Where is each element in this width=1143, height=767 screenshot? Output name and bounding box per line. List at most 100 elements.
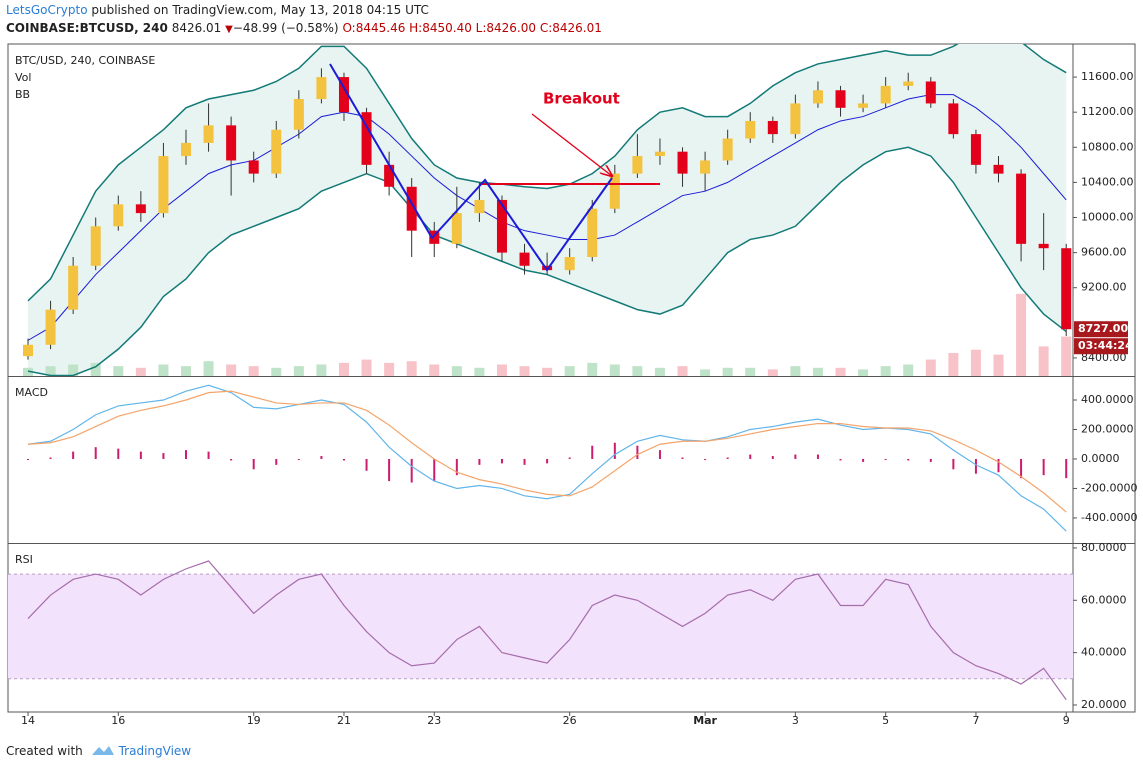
bb-upper <box>27 44 1067 302</box>
y-tick-label: -200.0000 <box>1081 481 1137 494</box>
x-tick-label: 21 <box>337 714 351 727</box>
frame <box>7 43 1136 713</box>
candle-body <box>542 265 553 271</box>
x-tick-label: 16 <box>111 714 125 727</box>
candle-body <box>248 160 259 174</box>
candle-body <box>677 151 688 174</box>
candle-body <box>361 112 372 165</box>
pane-1 <box>27 384 1068 532</box>
macd-histogram-bar <box>771 456 774 459</box>
candle-body <box>384 164 395 187</box>
y-tick-label: 10800.00 <box>1081 140 1134 153</box>
author[interactable]: LetsGoCrypto <box>6 3 88 17</box>
x-tick-label: 7 <box>972 714 979 727</box>
pane-0 <box>23 44 1072 376</box>
volume-bar <box>993 354 1004 376</box>
wave-lines <box>329 63 613 272</box>
volume-bar <box>474 367 485 376</box>
candle-body <box>271 129 282 174</box>
macd-histogram-bar <box>681 457 684 459</box>
countdown-tag <box>1074 338 1128 355</box>
macd-histogram-bar <box>952 458 955 470</box>
macd-histogram-bar <box>433 458 436 482</box>
candle-body <box>654 151 665 157</box>
header-line-2: COINBASE:BTCUSD, 240 8426.01 ▼−48.99 (−0… <box>6 21 602 35</box>
y-tick-label: 60.0000 <box>1081 593 1127 606</box>
macd-histogram-bar <box>478 458 481 465</box>
symbol: COINBASE:BTCUSD, 240 <box>6 21 168 35</box>
macd-histogram-bar <box>862 458 865 462</box>
y-tick-label: 9200.00 <box>1081 281 1127 294</box>
volume-bar <box>361 359 372 376</box>
x-tick-label: 19 <box>247 714 261 727</box>
volume-bar <box>722 367 733 376</box>
macd-histogram-bar <box>613 442 616 459</box>
candle-body <box>564 256 575 271</box>
candle-body <box>293 99 304 130</box>
candle-body <box>226 125 237 161</box>
candle-body <box>406 186 417 231</box>
candle-body <box>948 103 959 135</box>
candle-body <box>158 156 169 214</box>
volume-bar <box>903 364 914 376</box>
volume-bar <box>271 367 282 376</box>
macd-histogram-bar <box>839 458 842 461</box>
candle-body <box>113 204 124 227</box>
pane-title: MACD <box>15 386 48 399</box>
candle-body <box>587 208 598 257</box>
logo <box>91 746 114 755</box>
candle-body <box>1038 243 1049 249</box>
candle-body <box>1061 248 1072 330</box>
volume-bar <box>406 361 417 376</box>
volume-bar <box>925 359 936 376</box>
annotation: Breakout <box>543 90 620 108</box>
macd-histogram-bar <box>410 458 413 483</box>
y-tick-label: 40.0000 <box>1081 646 1127 659</box>
pane-title: RSI <box>15 553 33 566</box>
candle-body <box>496 199 507 253</box>
legend-entry: BB <box>15 88 30 101</box>
volume-bar <box>23 367 33 376</box>
x-tick-label: 5 <box>882 714 889 727</box>
macd-histogram-bar <box>591 445 594 459</box>
macd-histogram-bar <box>49 457 52 459</box>
macd-histogram-bar <box>546 458 549 464</box>
volume-bar <box>90 362 101 376</box>
candle-body <box>858 103 869 108</box>
breakout-arrow <box>531 113 612 176</box>
volume-bar <box>1016 293 1027 376</box>
y-tick-label: 80.0000 <box>1081 541 1127 554</box>
pane-2 <box>8 573 1073 680</box>
plot-layer <box>23 44 1072 701</box>
macd-histogram-bar <box>27 458 29 460</box>
y-tick-label: 200.0000 <box>1081 422 1134 435</box>
macd-histogram-bar <box>230 458 233 461</box>
candle-body <box>23 344 33 357</box>
volume-bar <box>113 366 124 376</box>
y-tick-label: -400.0000 <box>1081 511 1137 524</box>
brand[interactable]: TradingView <box>118 744 192 758</box>
down-arrow: ▼ <box>225 24 233 35</box>
macd-histogram-bar <box>117 448 120 459</box>
volume-bar <box>654 367 665 376</box>
volume-bar <box>587 362 598 376</box>
candle-body <box>45 309 56 345</box>
macd-histogram-bar <box>297 458 300 460</box>
candle-body <box>316 77 327 100</box>
candle-body <box>745 120 756 139</box>
y-tick-label: 10000.00 <box>1081 211 1134 224</box>
macd-histogram-bar <box>658 450 661 459</box>
pane-0 <box>23 44 1072 376</box>
macd-histogram-bar <box>455 458 458 476</box>
created-with: Created with <box>6 744 83 758</box>
candle-body <box>474 199 485 214</box>
candle-body <box>451 213 462 244</box>
macd-histogram-bar <box>749 454 752 459</box>
macd-histogram-bar <box>94 447 97 459</box>
x-tick-label: 3 <box>792 714 799 727</box>
volume-bar <box>384 362 395 376</box>
volume-bar <box>542 367 553 376</box>
candle-body <box>835 90 846 108</box>
candle-body <box>880 85 891 104</box>
